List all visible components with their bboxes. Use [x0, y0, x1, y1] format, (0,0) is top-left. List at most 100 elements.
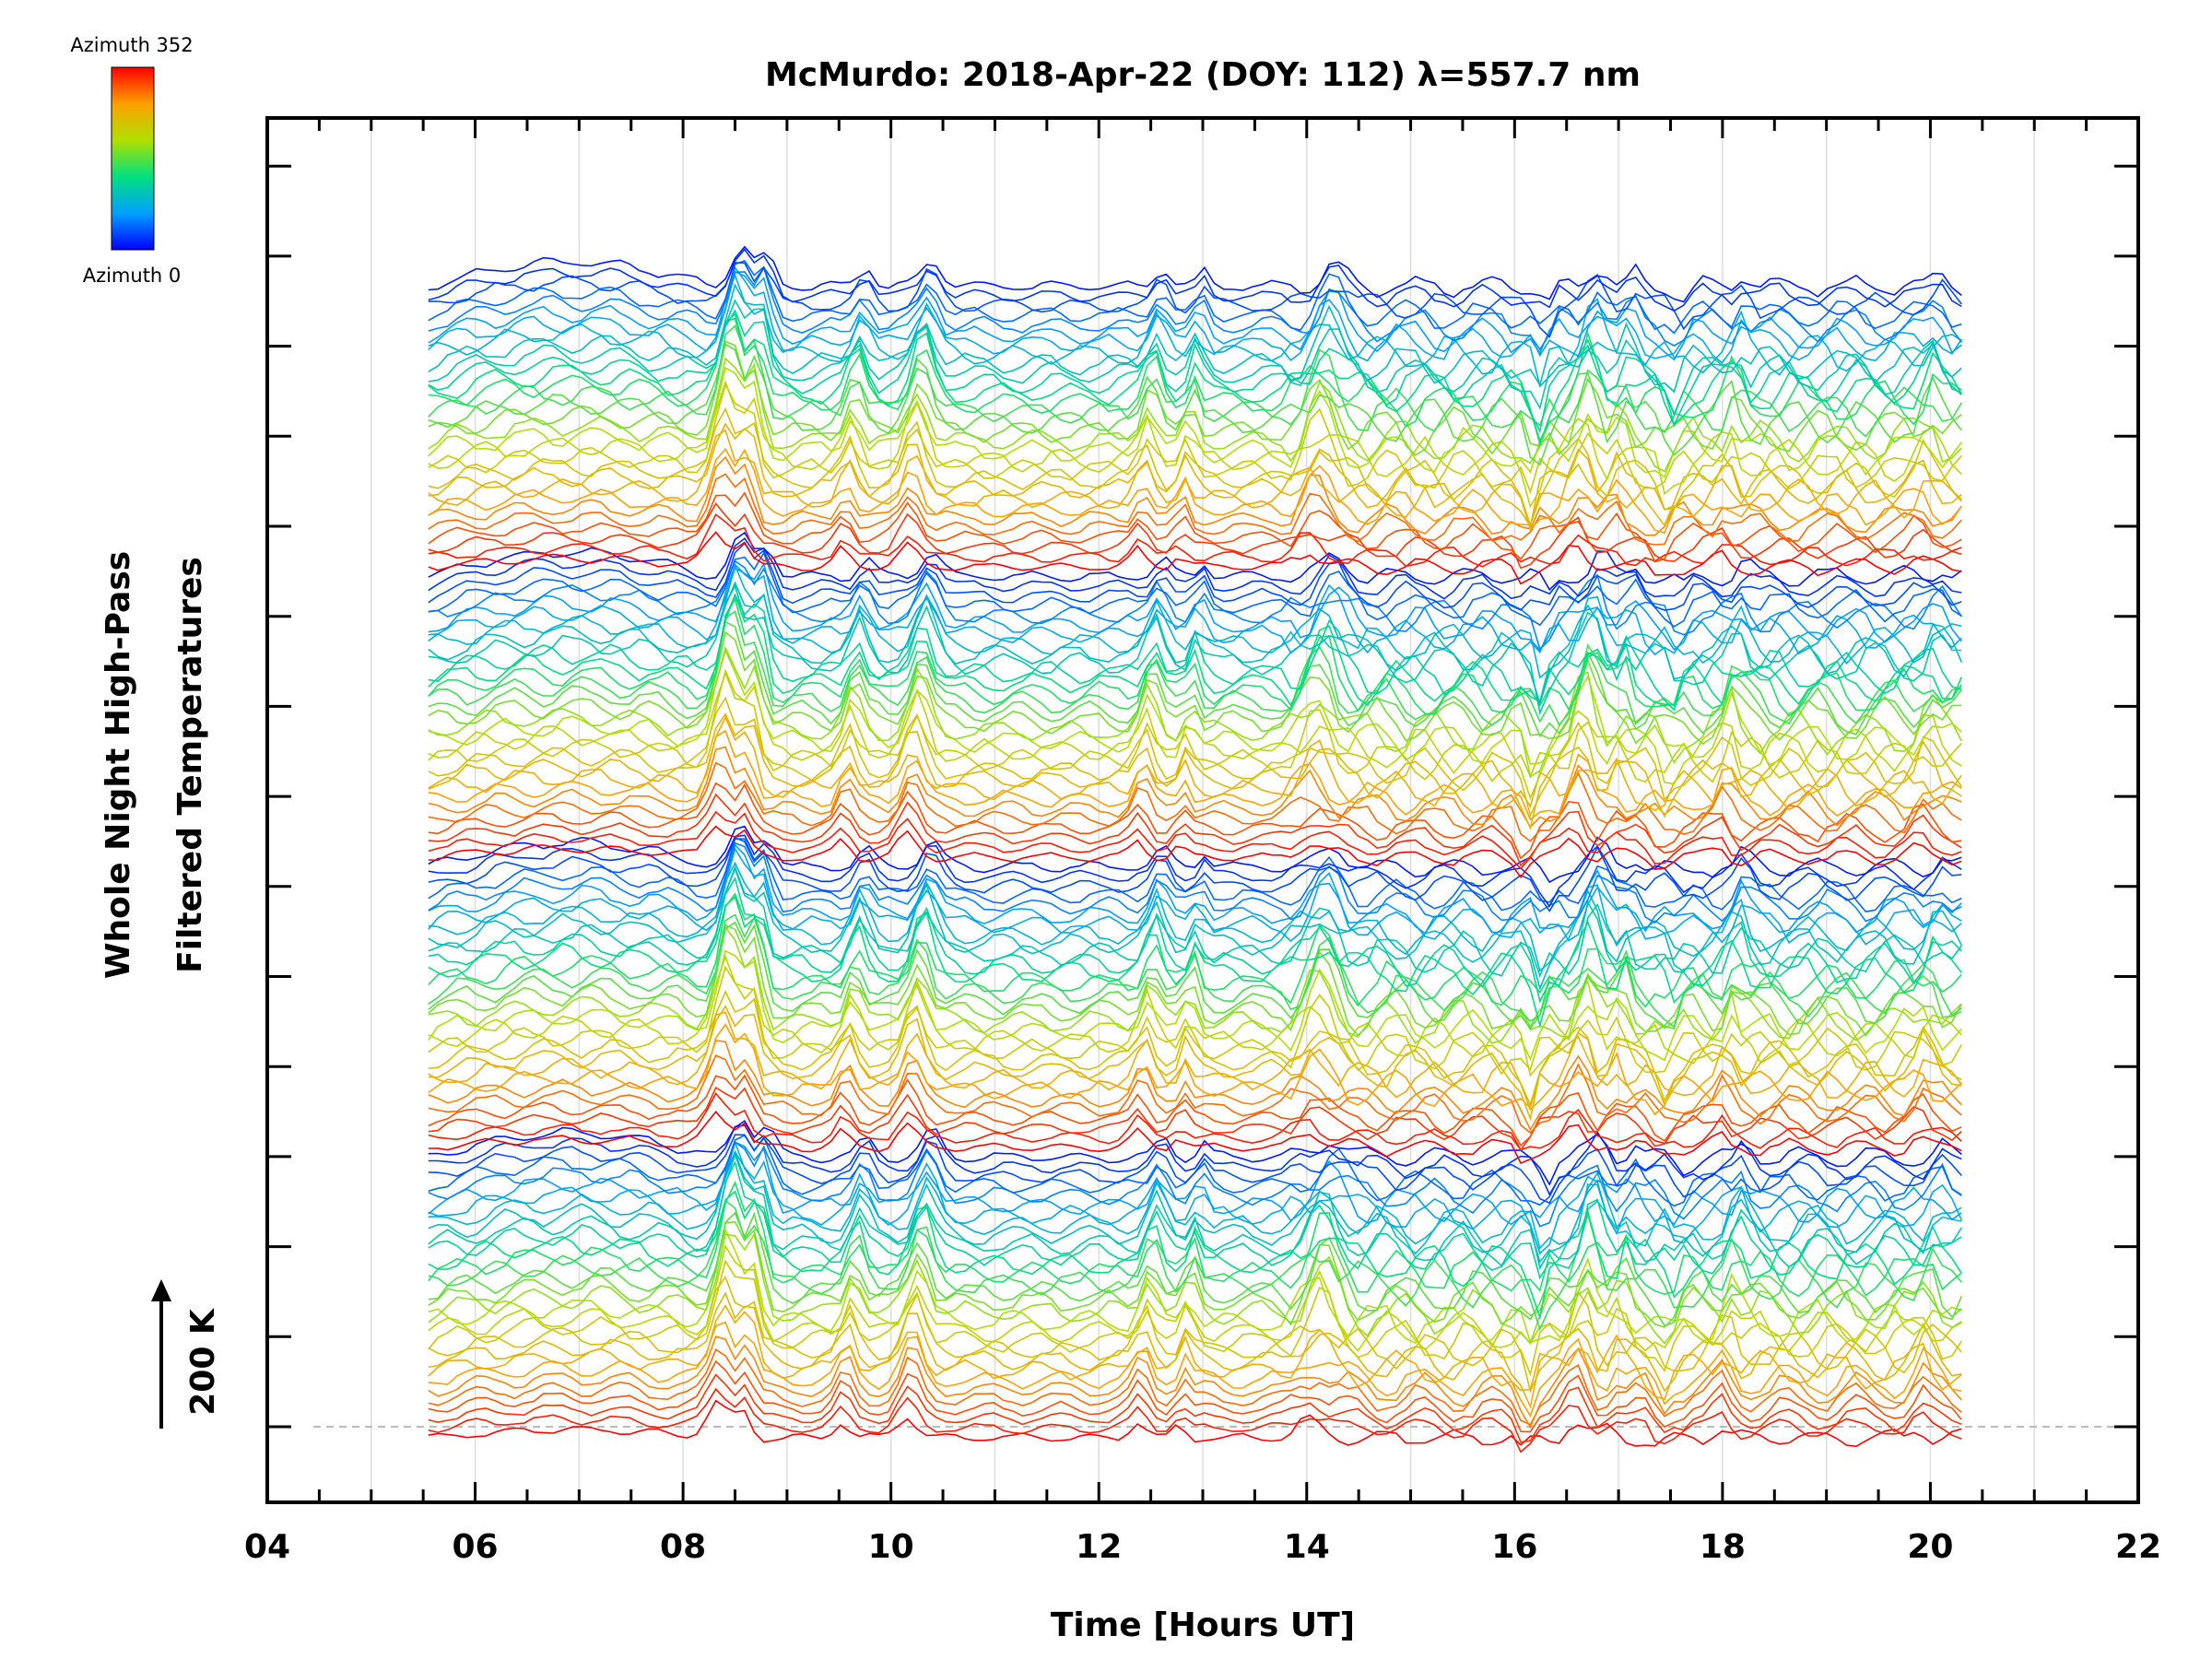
series-line: [428, 841, 1962, 924]
series-line: [428, 645, 1963, 778]
series-line: [428, 610, 1962, 726]
series-line: [428, 1243, 1962, 1353]
series-line: [428, 324, 1962, 438]
series-line: [428, 892, 1962, 1008]
series-line: [428, 895, 1962, 1029]
series-line: [428, 357, 1962, 473]
series-line: [428, 825, 1962, 879]
colorbar-bottom-label: Azimuth 0: [83, 265, 182, 287]
series-line: [428, 513, 1962, 568]
colorbar: Azimuth 352 Azimuth 0: [70, 34, 193, 287]
series-line: [428, 447, 1962, 535]
series-line: [428, 1159, 1962, 1280]
series-line: [428, 597, 1962, 717]
series-line: [428, 1276, 1962, 1394]
x-tick-label: 18: [1700, 1528, 1746, 1566]
series-line: [428, 265, 1962, 364]
series-line: [428, 542, 1962, 611]
series-line: [428, 273, 1962, 388]
series-line: [428, 696, 1962, 818]
colorbar-gradient: [111, 66, 155, 251]
scale-arrow-head: [151, 1279, 171, 1301]
x-tick-label: 08: [660, 1528, 706, 1566]
series-line: [428, 965, 1962, 1076]
series-group: [428, 245, 1963, 1453]
series-line: [428, 502, 1962, 570]
series-line: [428, 563, 1962, 679]
scale-indicator: 200 K: [151, 1279, 222, 1429]
series-line: [428, 1086, 1962, 1152]
series-line: [428, 866, 1963, 991]
series-line: [428, 248, 1962, 312]
series-line: [428, 1232, 1962, 1345]
series-line: [428, 1387, 1962, 1453]
series-line: [428, 1124, 1962, 1196]
series-line: [428, 843, 1962, 935]
x-tick-label: 10: [868, 1528, 914, 1566]
colorbar-top-label: Azimuth 352: [70, 34, 193, 56]
series-line: [428, 245, 1962, 303]
series-line: [428, 1359, 1962, 1433]
series-line: [428, 1139, 1962, 1250]
series-line: [428, 793, 1962, 867]
series-line: [428, 562, 1962, 656]
x-tick-label: 22: [2115, 1528, 2161, 1566]
x-tick-label: 06: [453, 1528, 499, 1566]
series-line: [428, 861, 1962, 972]
series-line: [428, 382, 1962, 495]
series-line: [428, 1140, 1962, 1228]
series-line: [428, 924, 1963, 1037]
series-line: [428, 925, 1962, 1044]
series-line: [428, 1005, 1962, 1122]
series-line: [428, 620, 1962, 737]
series-line: [428, 729, 1962, 821]
series-line: [428, 1304, 1962, 1401]
x-tick-label: 12: [1076, 1528, 1122, 1566]
series-line: [428, 593, 1963, 707]
x-axis-label: Time [Hours UT]: [1051, 1606, 1355, 1644]
axis-ticks: [265, 118, 2140, 1502]
series-line: [428, 825, 1962, 884]
series-line: [428, 406, 1962, 528]
chart-title: McMurdo: 2018-Apr-22 (DOY: 112) λ=557.7 …: [765, 56, 1641, 94]
series-line: [428, 1111, 1962, 1165]
series-line: [428, 834, 1962, 908]
series-line: [428, 380, 1962, 509]
series-line: [428, 583, 1962, 716]
series-line: [428, 283, 1962, 394]
series-line: [428, 270, 1962, 361]
series-line: [428, 1149, 1963, 1255]
x-tick-label: 14: [1284, 1528, 1330, 1566]
y-axis-label-line1: Whole Night High-Pass: [100, 551, 137, 979]
series-line: [428, 1199, 1962, 1332]
series-line: [428, 1150, 1962, 1270]
series-line: [428, 1091, 1962, 1151]
series-line: [428, 876, 1962, 1004]
series-line: [428, 1373, 1962, 1443]
series-line: [428, 1335, 1962, 1430]
series-line: [428, 761, 1962, 842]
series-line: [428, 312, 1962, 447]
series-line: [428, 865, 1962, 979]
series-line: [428, 1119, 1962, 1186]
series-line: [428, 1321, 1962, 1418]
series-line: [428, 265, 1962, 351]
series-line: [428, 559, 1962, 651]
series-line: [428, 1347, 1962, 1426]
series-line: [428, 1180, 1962, 1298]
series-line: [428, 630, 1962, 746]
x-tick-label: 16: [1491, 1528, 1537, 1566]
series-line: [428, 715, 1962, 812]
series-line: [428, 1011, 1962, 1112]
series-line: [428, 954, 1962, 1077]
series-line: [428, 836, 1962, 912]
series-line: [428, 1134, 1962, 1205]
series-line: [428, 1220, 1963, 1328]
series-line: [428, 340, 1962, 456]
scale-label: 200 K: [184, 1308, 222, 1416]
series-line: [428, 1054, 1962, 1135]
series-line: [428, 1023, 1962, 1116]
series-line: [428, 262, 1962, 339]
x-tick-labels: 04 06 08 10 12 14 16 18 20 22: [244, 1528, 2161, 1566]
